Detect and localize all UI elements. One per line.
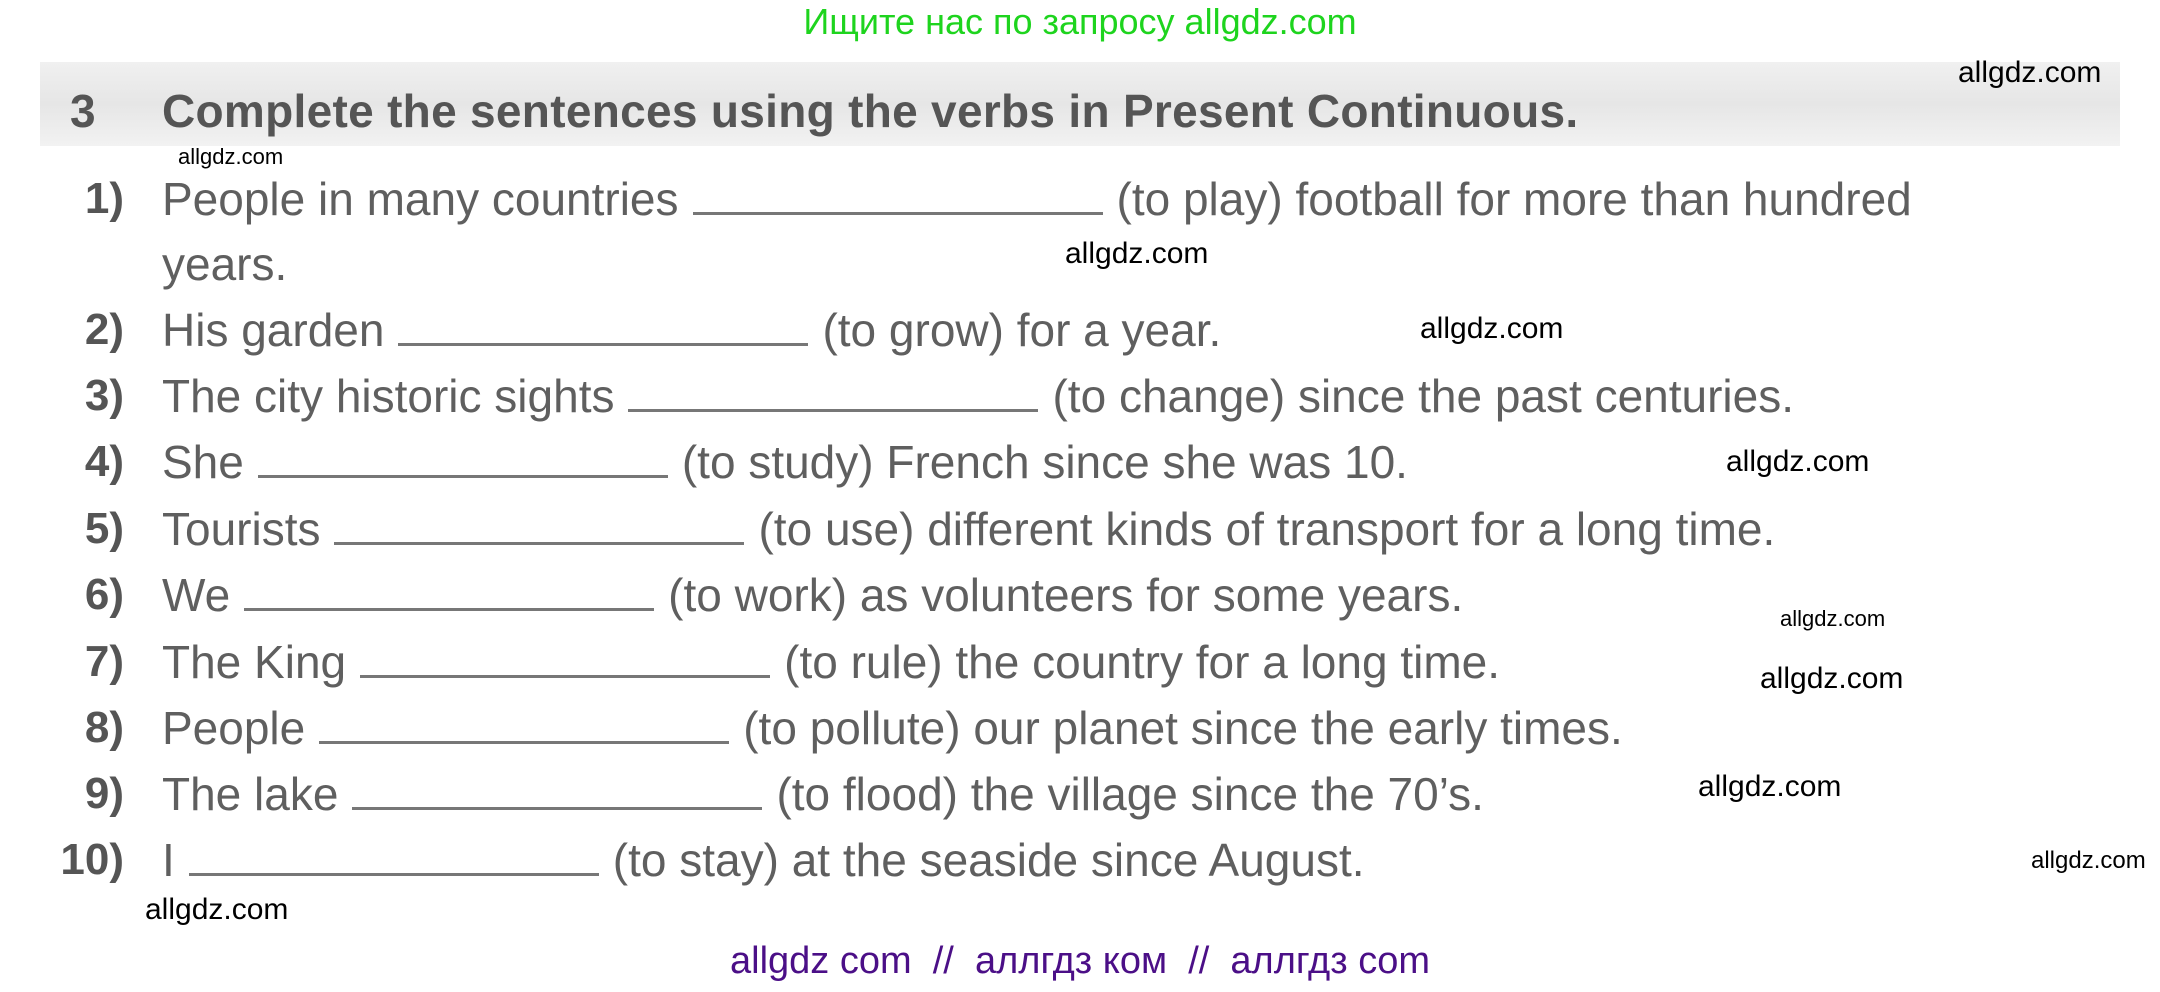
sentence: Tourists (to use) different kinds of tran… [162,502,1775,556]
sentence-end: (to study) French since she was 10. [681,436,1408,488]
answer-blank[interactable] [334,541,745,545]
sentence-start: The city historic sights [162,370,615,422]
answer-blank[interactable] [188,872,599,876]
item-number: 9) [84,769,124,818]
watermark: allgdz.com [1065,237,1209,270]
sentence: We (to work) as volunteers for some years… [162,568,1463,622]
title-band [40,62,2120,146]
sentence-start: The King [162,636,347,688]
sentence-end: (to play) football for more than hundred [1116,173,1912,225]
bottom-banner: allgdz com // аллгдз ком // аллгдз com [730,940,1430,982]
item-number: 5) [84,504,124,553]
sentence: She (to study) French since she was 10. [162,435,1408,489]
sentence-end: (to flood) the village since the 70’s. [776,768,1484,820]
sentence: The city historic sights (to change) sinc… [162,369,1794,423]
sentence: His garden (to grow) for a year. [162,303,1221,357]
answer-blank[interactable] [257,474,668,478]
sentence-start: I [162,834,175,886]
sentence-end: (to work) as volunteers for some years. [668,569,1464,621]
item-number: 2) [84,305,124,354]
answer-blank[interactable] [692,211,1103,215]
top-banner: Ищите нас по запросу allgdz.com [803,1,1357,42]
watermark: allgdz.com [1958,56,2102,89]
sentence-end: (to use) different kinds of transport fo… [758,503,1776,555]
sentence: People (to pollute) our planet since the … [162,701,1623,755]
item-number: 7) [84,637,124,686]
item-number: 8) [84,703,124,752]
sentence-end: (to grow) for a year. [822,304,1222,356]
item-number: 6) [84,570,124,619]
watermark: allgdz.com [1420,312,1564,345]
sentence: I (to stay) at the seaside since August. [162,833,1365,887]
item-number: 4) [84,437,124,486]
sentence-start: The lake [162,768,339,820]
sentence-start: We [162,569,231,621]
watermark: allgdz.com [1780,606,1886,631]
watermark: allgdz.com [1726,445,1870,478]
answer-blank[interactable] [360,674,771,678]
task-title: Complete the sentences using the verbs i… [162,85,1579,137]
sentence-start: People [162,702,306,754]
task-number: 3 [70,85,96,137]
sentence-end: (to rule) the country for a long time. [784,636,1500,688]
item-number: 10) [60,835,124,884]
answer-blank[interactable] [319,740,730,744]
watermark: allgdz.com [1760,662,1904,695]
sentence-start: Tourists [162,503,321,555]
sentence-start: People in many countries [162,173,679,225]
answer-blank[interactable] [398,342,809,346]
answer-blank[interactable] [352,806,763,810]
sentence-start: His garden [162,304,385,356]
sentence: The King (to rule) the country for a long… [162,635,1500,689]
watermark: allgdz.com [1698,770,1842,803]
watermark: allgdz.com [145,893,289,926]
watermark: allgdz.com [178,144,284,169]
sentence: The lake (to flood) the village since the… [162,767,1484,821]
sentence-end: (to change) since the past centuries. [1052,370,1795,422]
sentence: People in many countries (to play) footba… [162,172,1912,226]
sentence-end: (to pollute) our planet since the early … [743,702,1623,754]
watermark: allgdz.com [2031,847,2146,874]
answer-blank[interactable] [244,607,655,611]
item-number: 1) [84,174,124,223]
item-number: 3) [84,371,124,420]
sentence-continuation: years. [162,238,288,290]
sentence-start: She [162,436,244,488]
sentence-end: (to stay) at the seaside since August. [612,834,1365,886]
answer-blank[interactable] [628,408,1039,412]
